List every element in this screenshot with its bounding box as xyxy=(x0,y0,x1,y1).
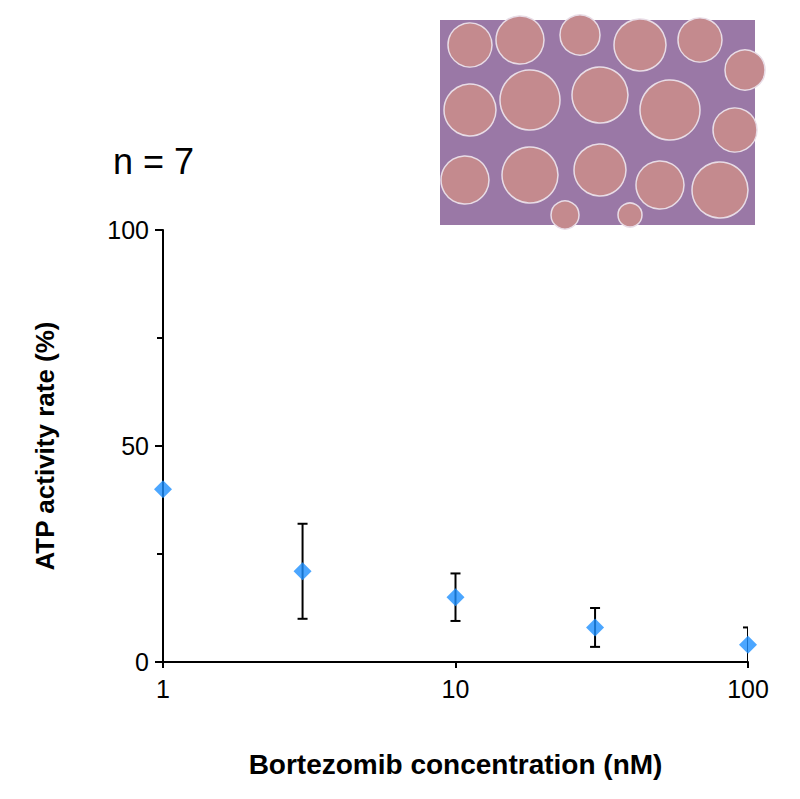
svg-text:1: 1 xyxy=(156,675,170,703)
svg-text:100: 100 xyxy=(727,675,769,703)
svg-text:n = 7: n = 7 xyxy=(113,141,194,182)
svg-text:0: 0 xyxy=(135,648,149,676)
svg-text:10: 10 xyxy=(442,675,470,703)
svg-text:ATP activity rate (%): ATP activity rate (%) xyxy=(30,321,60,570)
svg-text:Bortezomib concentration (nM): Bortezomib concentration (nM) xyxy=(249,749,663,780)
svg-text:100: 100 xyxy=(107,216,149,244)
svg-text:50: 50 xyxy=(121,432,149,460)
